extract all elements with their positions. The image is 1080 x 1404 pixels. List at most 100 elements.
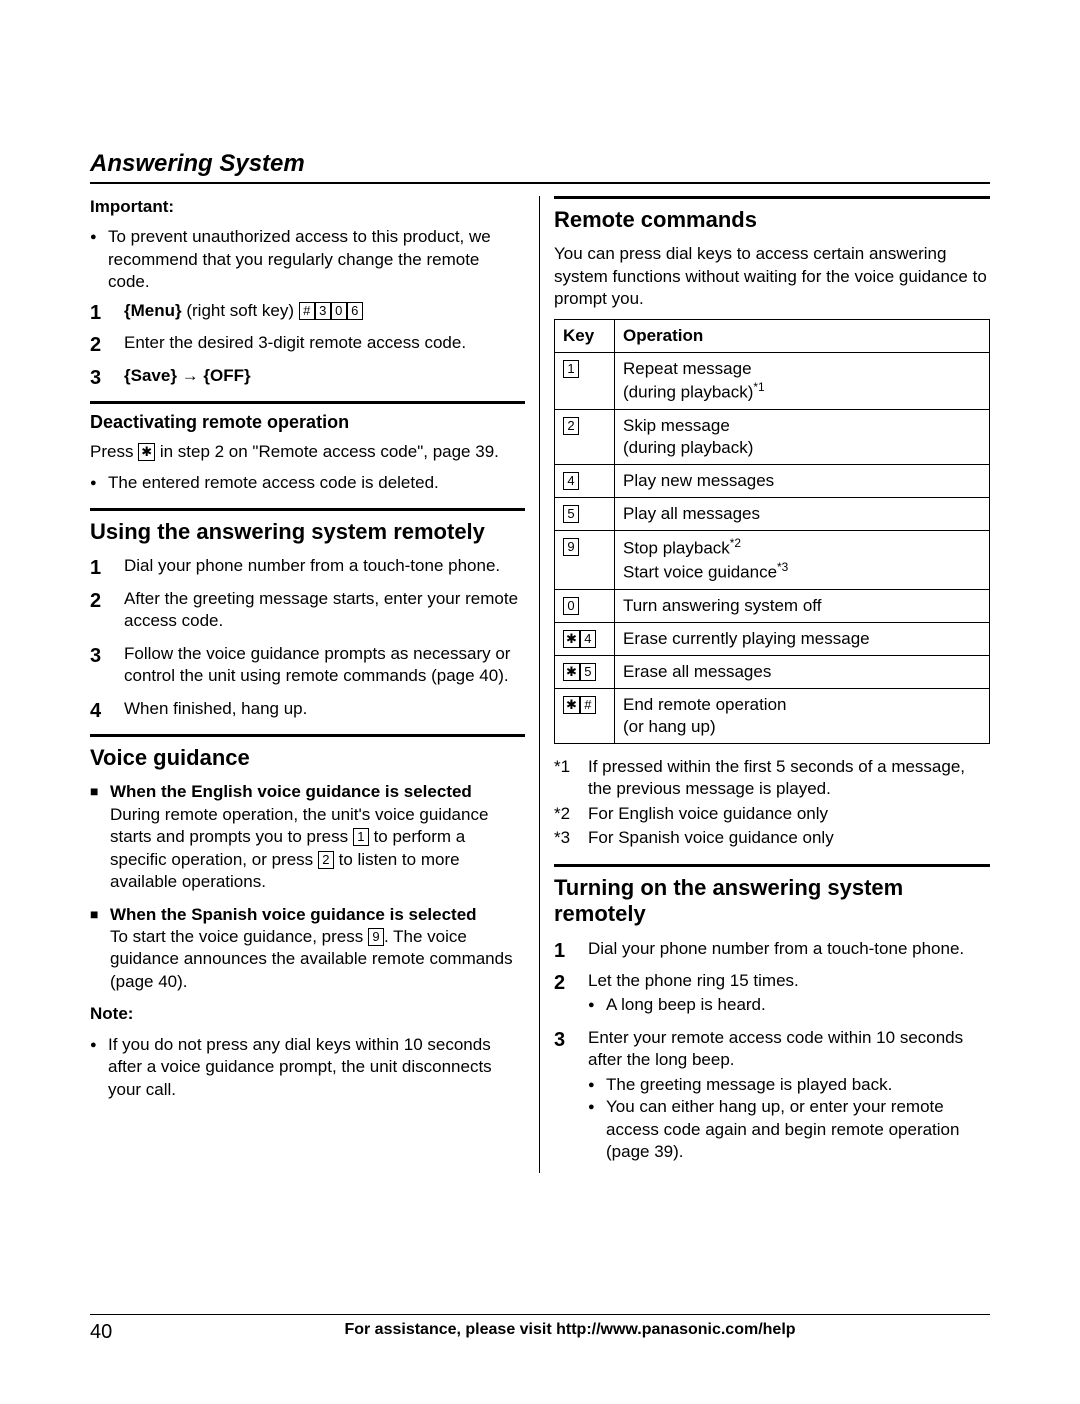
fn3-text: For Spanish voice guidance only	[588, 827, 834, 849]
table-row: ✱#End remote operation(or hang up)	[555, 688, 990, 743]
operation-cell: Erase all messages	[615, 655, 990, 688]
operation-cell: Turn answering system off	[615, 589, 990, 622]
voice-guidance-heading: Voice guidance	[90, 745, 525, 771]
vg-es-body: To start the voice guidance, press 9. Th…	[110, 926, 525, 993]
table-row: 4 Play new messages	[555, 464, 990, 497]
dial-key: 4	[563, 472, 579, 490]
dial-key: ✱	[563, 630, 580, 648]
table-row: 9Stop playback*2Start voice guidance*3	[555, 531, 990, 590]
remote-commands-table: Key Operation 1Repeat message(during pla…	[554, 319, 990, 744]
deact-post: in step 2 on "Remote access code", page …	[155, 442, 499, 461]
deact-bullet: The entered remote access code is delete…	[90, 472, 525, 494]
operation-cell: End remote operation(or hang up)	[615, 688, 990, 743]
fn3-mark: *3	[554, 827, 588, 849]
operation-cell: Skip message(during playback)	[615, 409, 990, 464]
important-label: Important:	[90, 196, 525, 218]
table-row: ✱4 Erase currently playing message	[555, 622, 990, 655]
operation-cell: Erase currently playing message	[615, 622, 990, 655]
note-list: If you do not press any dial keys within…	[90, 1034, 525, 1101]
dial-key: 2	[563, 417, 579, 435]
right-column: Remote commands You can press dial keys …	[540, 196, 990, 1173]
note-item: If you do not press any dial keys within…	[90, 1034, 525, 1101]
vg-es-head: When the Spanish voice guidance is selec…	[110, 905, 477, 924]
step-2: Enter the desired 3-digit remote access …	[90, 332, 525, 354]
using-step-4: When finished, hang up.	[90, 698, 525, 720]
using-step-3: Follow the voice guidance prompts as nec…	[90, 643, 525, 688]
table-row: 1Repeat message(during playback)*1	[555, 352, 990, 409]
dial-key: 5	[580, 663, 596, 681]
page-footer: 40 For assistance, please visit http://w…	[90, 1314, 990, 1344]
off-label: {OFF}	[203, 366, 250, 385]
arrow-icon: →	[177, 366, 203, 385]
fn2-mark: *2	[554, 803, 588, 825]
key-cell: 5	[555, 497, 615, 530]
operation-cell: Play all messages	[615, 497, 990, 530]
key-cell: 2	[555, 409, 615, 464]
table-header-row: Key Operation	[555, 319, 990, 352]
using-step-2: After the greeting message starts, enter…	[90, 588, 525, 633]
key-1: 1	[353, 828, 369, 846]
page: Answering System Important: To prevent u…	[0, 0, 1080, 1404]
operation-cell: Stop playback*2Start voice guidance*3	[615, 531, 990, 590]
deactivating-heading: Deactivating remote operation	[90, 412, 525, 433]
operation-cell: Play new messages	[615, 464, 990, 497]
vg-spanish: When the Spanish voice guidance is selec…	[90, 904, 525, 994]
key-9: 9	[368, 928, 384, 946]
voice-guidance-list: When the English voice guidance is selec…	[90, 781, 525, 993]
turn-s3-b2: You can either hang up, or enter your re…	[588, 1096, 990, 1163]
turn-step-1: Dial your phone number from a touch-tone…	[554, 938, 990, 960]
remote-code-steps: {Menu} (right soft key) #306 Enter the d…	[90, 300, 525, 387]
divider	[90, 401, 525, 404]
deactivating-text: Press ✱ in step 2 on "Remote access code…	[90, 441, 525, 463]
divider	[554, 864, 990, 867]
turn-s2-bullets: A long beep is heard.	[588, 994, 990, 1016]
table-row: 0Turn answering system off	[555, 589, 990, 622]
key-3: 3	[315, 302, 331, 320]
divider	[90, 734, 525, 737]
turn-step-3: Enter your remote access code within 10 …	[554, 1027, 990, 1164]
key-cell: ✱#	[555, 688, 615, 743]
key-0: 0	[331, 302, 347, 320]
remote-commands-heading: Remote commands	[554, 207, 990, 233]
step1-text: (right soft key)	[182, 301, 299, 320]
turn-s2-text: Let the phone ring 15 times.	[588, 971, 799, 990]
fn1-mark: *1	[554, 756, 588, 801]
menu-softkey: {Menu}	[124, 301, 182, 320]
turn-s3-bullets: The greeting message is played back. You…	[588, 1074, 990, 1164]
table-row: 5 Play all messages	[555, 497, 990, 530]
using-steps: Dial your phone number from a touch-tone…	[90, 555, 525, 720]
using-remotely-heading: Using the answering system remotely	[90, 519, 525, 545]
deact-pre: Press	[90, 442, 138, 461]
dial-key: #	[580, 696, 596, 714]
operation-cell: Repeat message(during playback)*1	[615, 352, 990, 409]
dial-key: 4	[580, 630, 596, 648]
dial-key: 5	[563, 505, 579, 523]
section-title: Answering System	[90, 150, 990, 184]
key-6: 6	[347, 302, 363, 320]
footnote-3: *3For Spanish voice guidance only	[554, 827, 990, 849]
note-label: Note:	[90, 1003, 525, 1025]
two-column-layout: Important: To prevent unauthorized acces…	[90, 196, 990, 1173]
turning-on-heading: Turning on the answering system remotely	[554, 875, 990, 928]
key-2: 2	[318, 851, 334, 869]
vg-es-t1: To start the voice guidance, press	[110, 927, 368, 946]
footer-text: For assistance, please visit http://www.…	[150, 1321, 990, 1344]
left-column: Important: To prevent unauthorized acces…	[90, 196, 540, 1173]
key-cell: 1	[555, 352, 615, 409]
key-cell: ✱5	[555, 655, 615, 688]
th-key: Key	[555, 319, 615, 352]
turning-on-steps: Dial your phone number from a touch-tone…	[554, 938, 990, 1164]
using-step-1: Dial your phone number from a touch-tone…	[90, 555, 525, 577]
vg-en-head: When the English voice guidance is selec…	[110, 782, 472, 801]
important-item: To prevent unauthorized access to this p…	[90, 226, 525, 293]
table-row: 2 Skip message(during playback)	[555, 409, 990, 464]
key-cell: 4	[555, 464, 615, 497]
page-number: 40	[90, 1321, 150, 1344]
turn-step-2: Let the phone ring 15 times. A long beep…	[554, 970, 990, 1017]
deact-bullets: The entered remote access code is delete…	[90, 472, 525, 494]
fn2-text: For English voice guidance only	[588, 803, 828, 825]
vg-en-body: During remote operation, the unit's voic…	[110, 804, 525, 894]
remote-commands-intro: You can press dial keys to access certai…	[554, 243, 990, 310]
turn-s3-text: Enter your remote access code within 10 …	[588, 1028, 963, 1069]
step-1: {Menu} (right soft key) #306	[90, 300, 525, 322]
